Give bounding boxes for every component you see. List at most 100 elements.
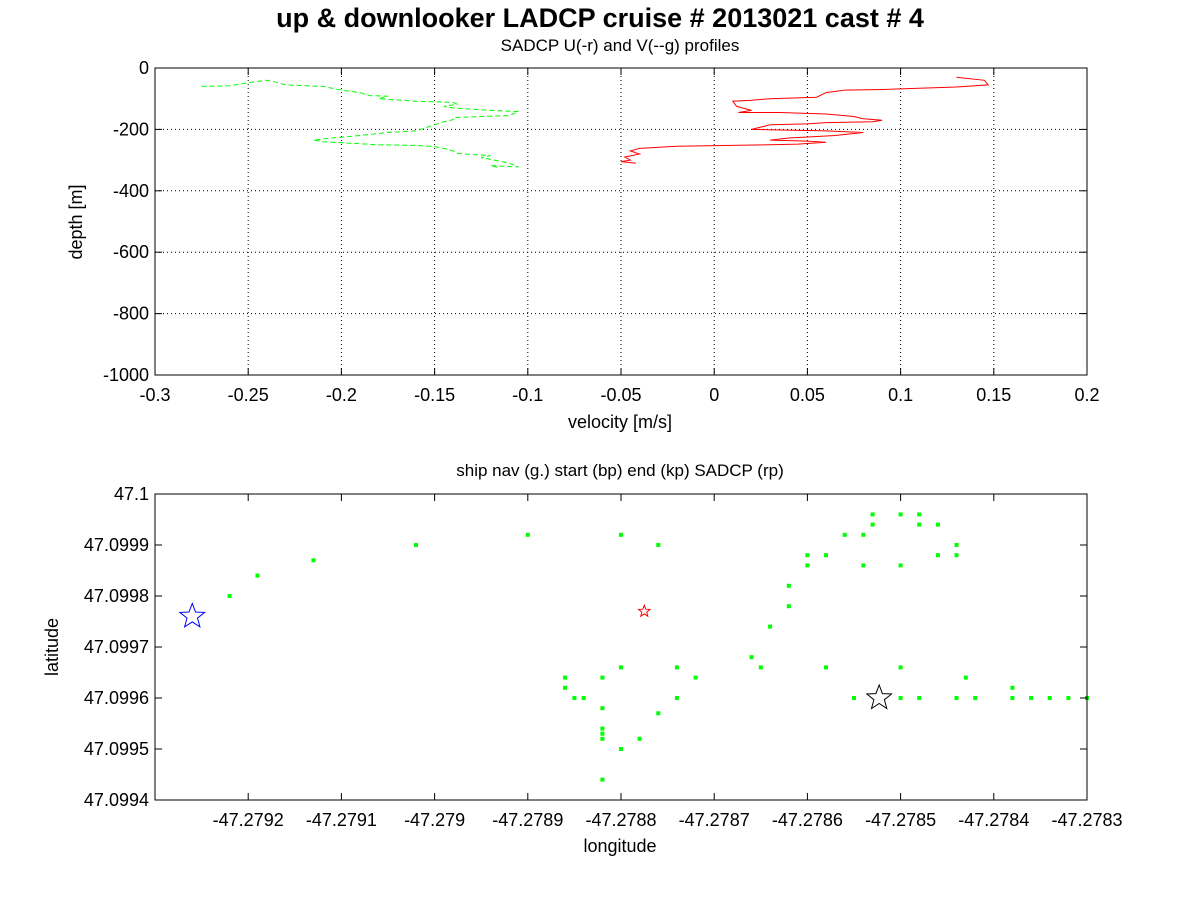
nav-x-tick-label: -47.2786	[772, 810, 843, 830]
velocity-x-tick-label: -0.25	[228, 385, 269, 405]
velocity-x-tick-label: -0.3	[139, 385, 170, 405]
ship-nav-point	[935, 553, 940, 558]
velocity-x-tick-label: 0.15	[976, 385, 1011, 405]
u-velocity-profile-line	[620, 76, 990, 164]
nav-x-tick-label: -47.2783	[1051, 810, 1122, 830]
ship-nav-point	[572, 696, 577, 700]
ship-nav-point	[600, 726, 605, 731]
velocity-y-axis-label: depth [m]	[66, 184, 86, 259]
ship-nav-point	[786, 583, 791, 588]
nav-x-axis-label: longitude	[583, 836, 656, 856]
velocity-plot-title: SADCP U(-r) and V(--g) profiles	[501, 36, 740, 55]
velocity-y-tick-label: -400	[113, 181, 149, 201]
ship-nav-point	[917, 512, 922, 517]
nav-y-axis-label: latitude	[42, 618, 62, 676]
nav-y-tick-label: 47.0998	[84, 586, 149, 606]
nav-x-tick-label: -47.279	[404, 810, 465, 830]
v-velocity-profile-line	[201, 79, 519, 169]
ship-nav-point	[898, 512, 903, 517]
ship-nav-point	[414, 543, 418, 547]
ship-nav-point	[805, 553, 810, 558]
velocity-y-tick-label: -800	[113, 304, 149, 324]
ship-nav-point	[619, 665, 623, 670]
nav-plot-series	[178, 512, 1089, 782]
ship-nav-plot: ship nav (g.) start (bp) end (kp) SADCP …	[42, 461, 1123, 856]
velocity-x-tick-label: -0.15	[414, 385, 455, 405]
ship-nav-point	[861, 563, 866, 568]
nav-x-tick-label: -47.2787	[679, 810, 750, 830]
ship-nav-point	[600, 777, 605, 782]
nav-y-tick-label: 47.0994	[84, 790, 149, 810]
ship-nav-point	[870, 522, 875, 527]
ship-nav-point	[898, 665, 903, 670]
ship-nav-point	[852, 696, 856, 700]
nav-x-tick-label: -47.2788	[585, 810, 656, 830]
velocity-x-tick-label: -0.05	[600, 385, 641, 405]
nav-x-tick-label: -47.2789	[492, 810, 563, 830]
ship-nav-point	[898, 563, 903, 568]
ship-nav-point	[619, 532, 623, 537]
velocity-x-tick-label: 0.2	[1074, 385, 1099, 405]
ship-nav-point	[1010, 685, 1015, 690]
velocity-x-tick-label: 0.1	[888, 385, 913, 405]
ship-nav-point	[973, 696, 978, 700]
ship-nav-point	[954, 543, 959, 547]
ship-nav-point	[311, 558, 316, 563]
ship-nav-point	[749, 655, 754, 660]
nav-x-tick-label: -47.2791	[306, 810, 377, 830]
ship-nav-point	[786, 604, 791, 609]
ship-nav-point	[227, 594, 232, 598]
velocity-y-tick-label: 0	[139, 58, 149, 78]
ship-nav-point	[861, 532, 866, 537]
ship-nav-point	[600, 675, 605, 680]
ship-nav-point	[824, 553, 828, 558]
velocity-x-tick-label: -0.2	[326, 385, 357, 405]
velocity-y-tick-label: -200	[113, 119, 149, 139]
ship-nav-point	[619, 747, 623, 751]
nav-y-tick-label: 47.0999	[84, 535, 149, 555]
ship-nav-point	[656, 543, 661, 547]
nav-plot-title: ship nav (g.) start (bp) end (kp) SADCP …	[456, 461, 784, 480]
velocity-plot-grid	[155, 68, 1087, 375]
nav-y-tick-label: 47.1	[114, 484, 149, 504]
ship-nav-point	[870, 512, 875, 517]
velocity-x-axis-label: velocity [m/s]	[568, 412, 672, 432]
nav-y-tick-label: 47.0996	[84, 688, 149, 708]
ship-nav-point	[600, 736, 605, 741]
ship-nav-point	[898, 696, 903, 700]
ship-nav-point	[954, 553, 959, 558]
sadcp-position-star	[637, 603, 652, 618]
velocity-y-tick-label: -600	[113, 242, 149, 262]
ship-nav-point	[255, 573, 260, 578]
nav-y-tick-label: 47.0997	[84, 637, 149, 657]
ship-nav-point	[674, 665, 679, 670]
velocity-plot-ticks: -0.3 -0.25 -0.2 -0.15 -0.1 -0.05 0 0.05 0.1 0.15 0…	[103, 58, 1100, 405]
ship-nav-point	[954, 696, 959, 700]
nav-x-tick-label: -47.2784	[958, 810, 1029, 830]
ship-nav-point	[758, 665, 763, 670]
ship-nav-point	[600, 706, 605, 711]
start-position-star	[178, 601, 206, 629]
ship-nav-point	[917, 696, 922, 700]
ship-nav-point	[1066, 696, 1071, 700]
velocity-plot-area	[155, 68, 1087, 375]
ship-nav-point	[935, 522, 940, 527]
figure-title: up & downlooker LADCP cruise # 2013021 c…	[276, 3, 924, 33]
ship-nav-point	[1010, 696, 1015, 700]
nav-x-tick-label: -47.2792	[213, 810, 284, 830]
ship-nav-point	[563, 675, 568, 680]
ship-nav-point	[824, 665, 828, 670]
velocity-plot-series	[201, 76, 990, 169]
ship-nav-point	[768, 624, 773, 629]
ship-nav-point	[656, 711, 661, 716]
ship-nav-point	[693, 675, 698, 680]
velocity-x-tick-label: -0.1	[512, 385, 543, 405]
ship-nav-point	[563, 685, 568, 690]
end-position-star	[865, 683, 893, 710]
ship-nav-point	[674, 696, 679, 700]
ship-nav-point	[600, 731, 605, 736]
velocity-x-tick-label: 0.05	[790, 385, 825, 405]
ship-nav-point	[1029, 696, 1034, 700]
ship-nav-point	[805, 563, 810, 568]
nav-plot-area	[155, 494, 1087, 800]
